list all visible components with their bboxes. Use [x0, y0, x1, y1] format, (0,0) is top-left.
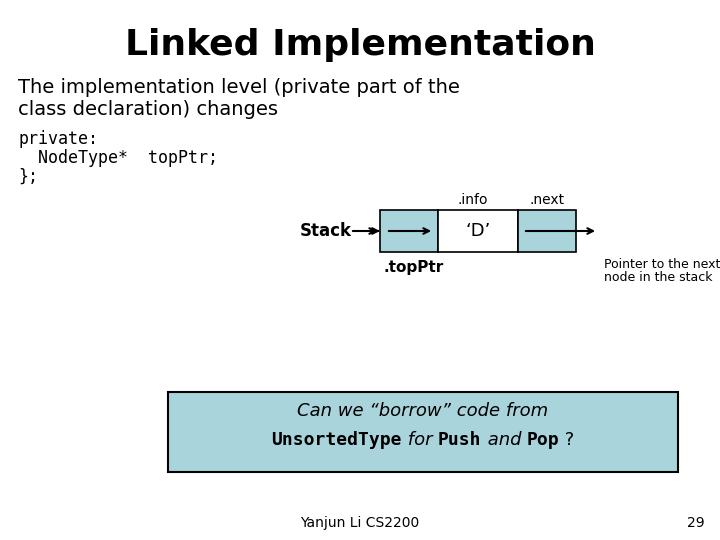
Text: .topPtr: .topPtr	[384, 260, 444, 275]
Text: class declaration) changes: class declaration) changes	[18, 100, 278, 119]
Text: NodeType*  topPtr;: NodeType* topPtr;	[18, 149, 218, 167]
Bar	[380, 210, 438, 252]
Text: Can we “borrow” code from: Can we “borrow” code from	[297, 402, 549, 420]
Bar	[518, 210, 576, 252]
Text: ‘D’: ‘D’	[465, 222, 491, 240]
Text: 29: 29	[688, 516, 705, 530]
Text: node in the stack: node in the stack	[604, 271, 713, 284]
Text: and: and	[482, 431, 527, 449]
Text: .info: .info	[458, 193, 488, 207]
Bar	[168, 392, 678, 472]
Text: Pointer to the next: Pointer to the next	[604, 258, 720, 271]
Text: };: };	[18, 168, 38, 186]
Text: private:: private:	[18, 130, 98, 148]
Text: Push: Push	[438, 431, 482, 449]
Text: Stack: Stack	[300, 222, 352, 240]
Text: Yanjun Li CS2200: Yanjun Li CS2200	[300, 516, 420, 530]
Text: ?: ?	[559, 431, 575, 449]
Text: for: for	[402, 431, 438, 449]
Text: The implementation level (private part of the: The implementation level (private part o…	[18, 78, 460, 97]
Text: .next: .next	[529, 193, 564, 207]
Text: Linked Implementation: Linked Implementation	[125, 28, 595, 62]
Text: Pop: Pop	[527, 431, 559, 449]
Text: UnsortedType: UnsortedType	[271, 431, 402, 449]
Bar	[438, 210, 518, 252]
